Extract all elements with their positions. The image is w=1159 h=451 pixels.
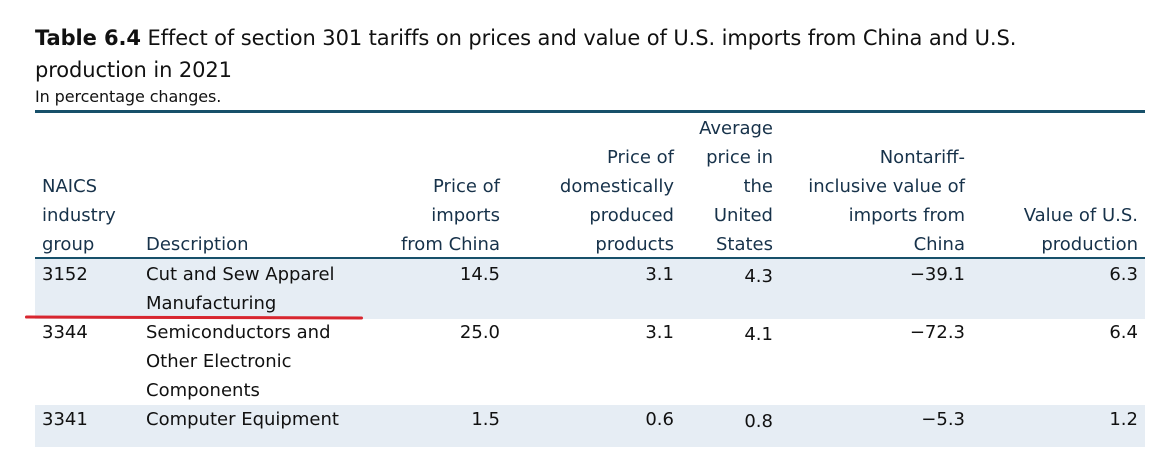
- header-price-imports-line: imports: [431, 205, 500, 226]
- header-nontariff-line: inclusive value of: [808, 176, 965, 197]
- header-price-imports-line: from China: [400, 234, 500, 255]
- table-title: Table 6.4 Effect of section 301 tariffs …: [35, 22, 1145, 86]
- table-label: Table 6.4: [35, 26, 141, 50]
- cell-price-domestic: 3.1: [645, 264, 674, 285]
- row-shade-1: [35, 259, 1145, 319]
- cell-description: Semiconductors and: [146, 322, 331, 343]
- header-naics-line: group: [42, 234, 95, 255]
- cell-value-production: 6.3: [1109, 264, 1138, 285]
- cell-price-domestic: 0.6: [645, 409, 674, 430]
- cell-value-production: 6.4: [1109, 322, 1138, 343]
- table-subtitle: In percentage changes.: [35, 87, 222, 106]
- header-avg-price-line: Average: [699, 118, 773, 139]
- cell-nontariff: −5.3: [921, 409, 965, 430]
- cell-naics: 3344: [42, 322, 88, 343]
- cell-description: Manufacturing: [146, 293, 277, 314]
- cell-description: Other Electronic: [146, 351, 292, 372]
- cell-description: Components: [146, 380, 260, 401]
- cell-price-domestic: 3.1: [645, 322, 674, 343]
- header-price-domestic-line: products: [595, 234, 674, 255]
- cell-avg-price: 0.8: [744, 411, 773, 432]
- cell-price-imports: 14.5: [459, 264, 500, 285]
- cell-avg-price: 4.1: [744, 324, 773, 345]
- header-naics-line: industry: [42, 205, 116, 226]
- cell-description: Cut and Sew Apparel: [146, 264, 335, 285]
- header-price-domestic-line: produced: [589, 205, 674, 226]
- header-avg-price-line: price in: [706, 147, 773, 168]
- top-rule: [35, 110, 1145, 113]
- header-price-domestic-line: domestically: [559, 176, 674, 197]
- header-price-imports-line: Price of: [433, 176, 500, 197]
- header-price-domestic-line: Price of: [607, 147, 674, 168]
- cell-avg-price: 4.3: [744, 266, 773, 287]
- table-title-line2: production in 2021: [35, 58, 232, 82]
- table-title-text: Effect of section 301 tariffs on prices …: [147, 26, 1017, 50]
- header-nontariff-line: Nontariff-: [879, 147, 965, 168]
- header-naics-line: NAICS: [42, 176, 98, 197]
- cell-nontariff: −39.1: [909, 264, 965, 285]
- cell-price-imports: 1.5: [471, 409, 500, 430]
- header-avg-price-line: United: [713, 205, 773, 226]
- header-value-production-line: production: [1041, 234, 1138, 255]
- header-avg-price-line: States: [715, 234, 773, 255]
- cell-naics: 3341: [42, 409, 88, 430]
- cell-naics: 3152: [42, 264, 88, 285]
- row-shade-3: [35, 405, 1145, 447]
- cell-price-imports: 25.0: [459, 322, 500, 343]
- header-nontariff-line: imports from: [848, 205, 965, 226]
- cell-nontariff: −72.3: [909, 322, 965, 343]
- cell-description: Computer Equipment: [146, 409, 339, 430]
- header-avg-price-line: the: [743, 176, 773, 197]
- header-value-production-line: Value of U.S.: [1023, 205, 1138, 226]
- header-rule: [35, 257, 1145, 259]
- header-nontariff-line: China: [913, 234, 965, 255]
- header-description: Description: [146, 234, 249, 255]
- cell-value-production: 1.2: [1109, 409, 1138, 430]
